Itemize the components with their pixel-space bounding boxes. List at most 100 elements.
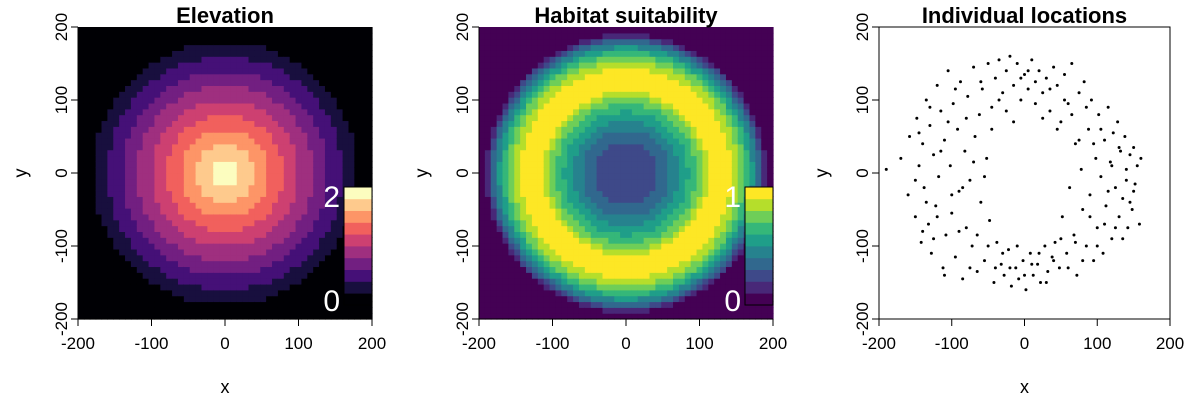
raster-cell: [755, 91, 761, 97]
raster-cell: [266, 109, 272, 115]
raster-cell: [602, 243, 608, 249]
raster-cell: [720, 120, 726, 126]
raster-cell: [348, 307, 354, 313]
raster-cell: [620, 278, 626, 284]
raster-cell: [520, 62, 526, 68]
raster-cell: [761, 179, 767, 185]
raster-cell: [544, 68, 550, 74]
raster-cell: [749, 126, 755, 132]
raster-cell: [720, 45, 726, 51]
raster-cell: [602, 91, 608, 97]
raster-cell: [632, 115, 638, 121]
raster-cell: [520, 301, 526, 307]
raster-cell: [538, 179, 544, 185]
raster-cell: [579, 144, 585, 150]
raster-cell: [702, 255, 708, 261]
raster-cell: [591, 126, 597, 132]
raster-cell: [243, 284, 249, 290]
raster-cell: [149, 80, 155, 86]
raster-cell: [597, 208, 603, 214]
raster-cell: [720, 272, 726, 278]
raster-cell: [714, 109, 720, 115]
raster-cell: [732, 278, 738, 284]
raster-cell: [691, 50, 697, 56]
raster-cell: [102, 220, 108, 226]
raster-cell: [755, 85, 761, 91]
raster-cell: [113, 109, 119, 115]
raster-cell: [532, 231, 538, 237]
raster-cell: [685, 132, 691, 138]
raster-cell: [479, 301, 485, 307]
raster-cell: [602, 208, 608, 214]
raster-cell: [503, 27, 509, 33]
raster-cell: [143, 39, 149, 45]
raster-cell: [685, 231, 691, 237]
raster-cell: [573, 301, 579, 307]
raster-cell: [301, 179, 307, 185]
raster-cell: [290, 278, 296, 284]
raster-cell: [201, 214, 207, 220]
raster-cell: [325, 56, 331, 62]
raster-cell: [96, 278, 102, 284]
raster-cell: [143, 27, 149, 33]
raster-cell: [544, 278, 550, 284]
raster-cell: [178, 290, 184, 296]
raster-cell: [720, 115, 726, 121]
raster-cell: [608, 185, 614, 191]
raster-cell: [172, 255, 178, 261]
raster-cell: [650, 138, 656, 144]
raster-cell: [561, 109, 567, 115]
raster-cell: [207, 68, 213, 74]
raster-cell: [550, 231, 556, 237]
raster-cell: [325, 97, 331, 103]
raster-cell: [266, 191, 272, 197]
raster-cell: [272, 196, 278, 202]
raster-cell: [626, 261, 632, 267]
raster-cell: [567, 226, 573, 232]
raster-cell: [219, 179, 225, 185]
raster-cell: [113, 237, 119, 243]
raster-cell: [266, 307, 272, 313]
raster-cell: [749, 120, 755, 126]
raster-cell: [550, 214, 556, 220]
raster-cell: [84, 255, 90, 261]
raster-cell: [143, 68, 149, 74]
raster-cell: [307, 62, 313, 68]
raster-cell: [113, 255, 119, 261]
raster-cell: [732, 103, 738, 109]
raster-cell: [661, 255, 667, 261]
raster-cell: [491, 249, 497, 255]
raster-cell: [278, 74, 284, 80]
raster-cell: [485, 150, 491, 156]
raster-cell: [738, 56, 744, 62]
raster-cell: [667, 261, 673, 267]
raster-cell: [632, 220, 638, 226]
raster-cell: [84, 74, 90, 80]
raster-cell: [591, 138, 597, 144]
raster-cell: [667, 243, 673, 249]
raster-cell: [638, 68, 644, 74]
raster-cell: [597, 74, 603, 80]
raster-cell: [655, 56, 661, 62]
raster-cell: [113, 196, 119, 202]
raster-cell: [749, 138, 755, 144]
raster-cell: [231, 231, 237, 237]
raster-cell: [644, 296, 650, 302]
raster-cell: [213, 231, 219, 237]
raster-cell: [726, 74, 732, 80]
raster-cell: [296, 243, 302, 249]
raster-cell: [137, 97, 143, 103]
raster-cell: [655, 202, 661, 208]
raster-cell: [691, 185, 697, 191]
raster-cell: [626, 68, 632, 74]
raster-cell: [137, 138, 143, 144]
raster-cell: [237, 120, 243, 126]
raster-cell: [644, 307, 650, 313]
raster-cell: [538, 301, 544, 307]
raster-cell: [691, 85, 697, 91]
raster-cell: [166, 243, 172, 249]
raster-cell: [544, 231, 550, 237]
raster-cell: [532, 80, 538, 86]
raster-cell: [172, 68, 178, 74]
raster-cell: [196, 266, 202, 272]
